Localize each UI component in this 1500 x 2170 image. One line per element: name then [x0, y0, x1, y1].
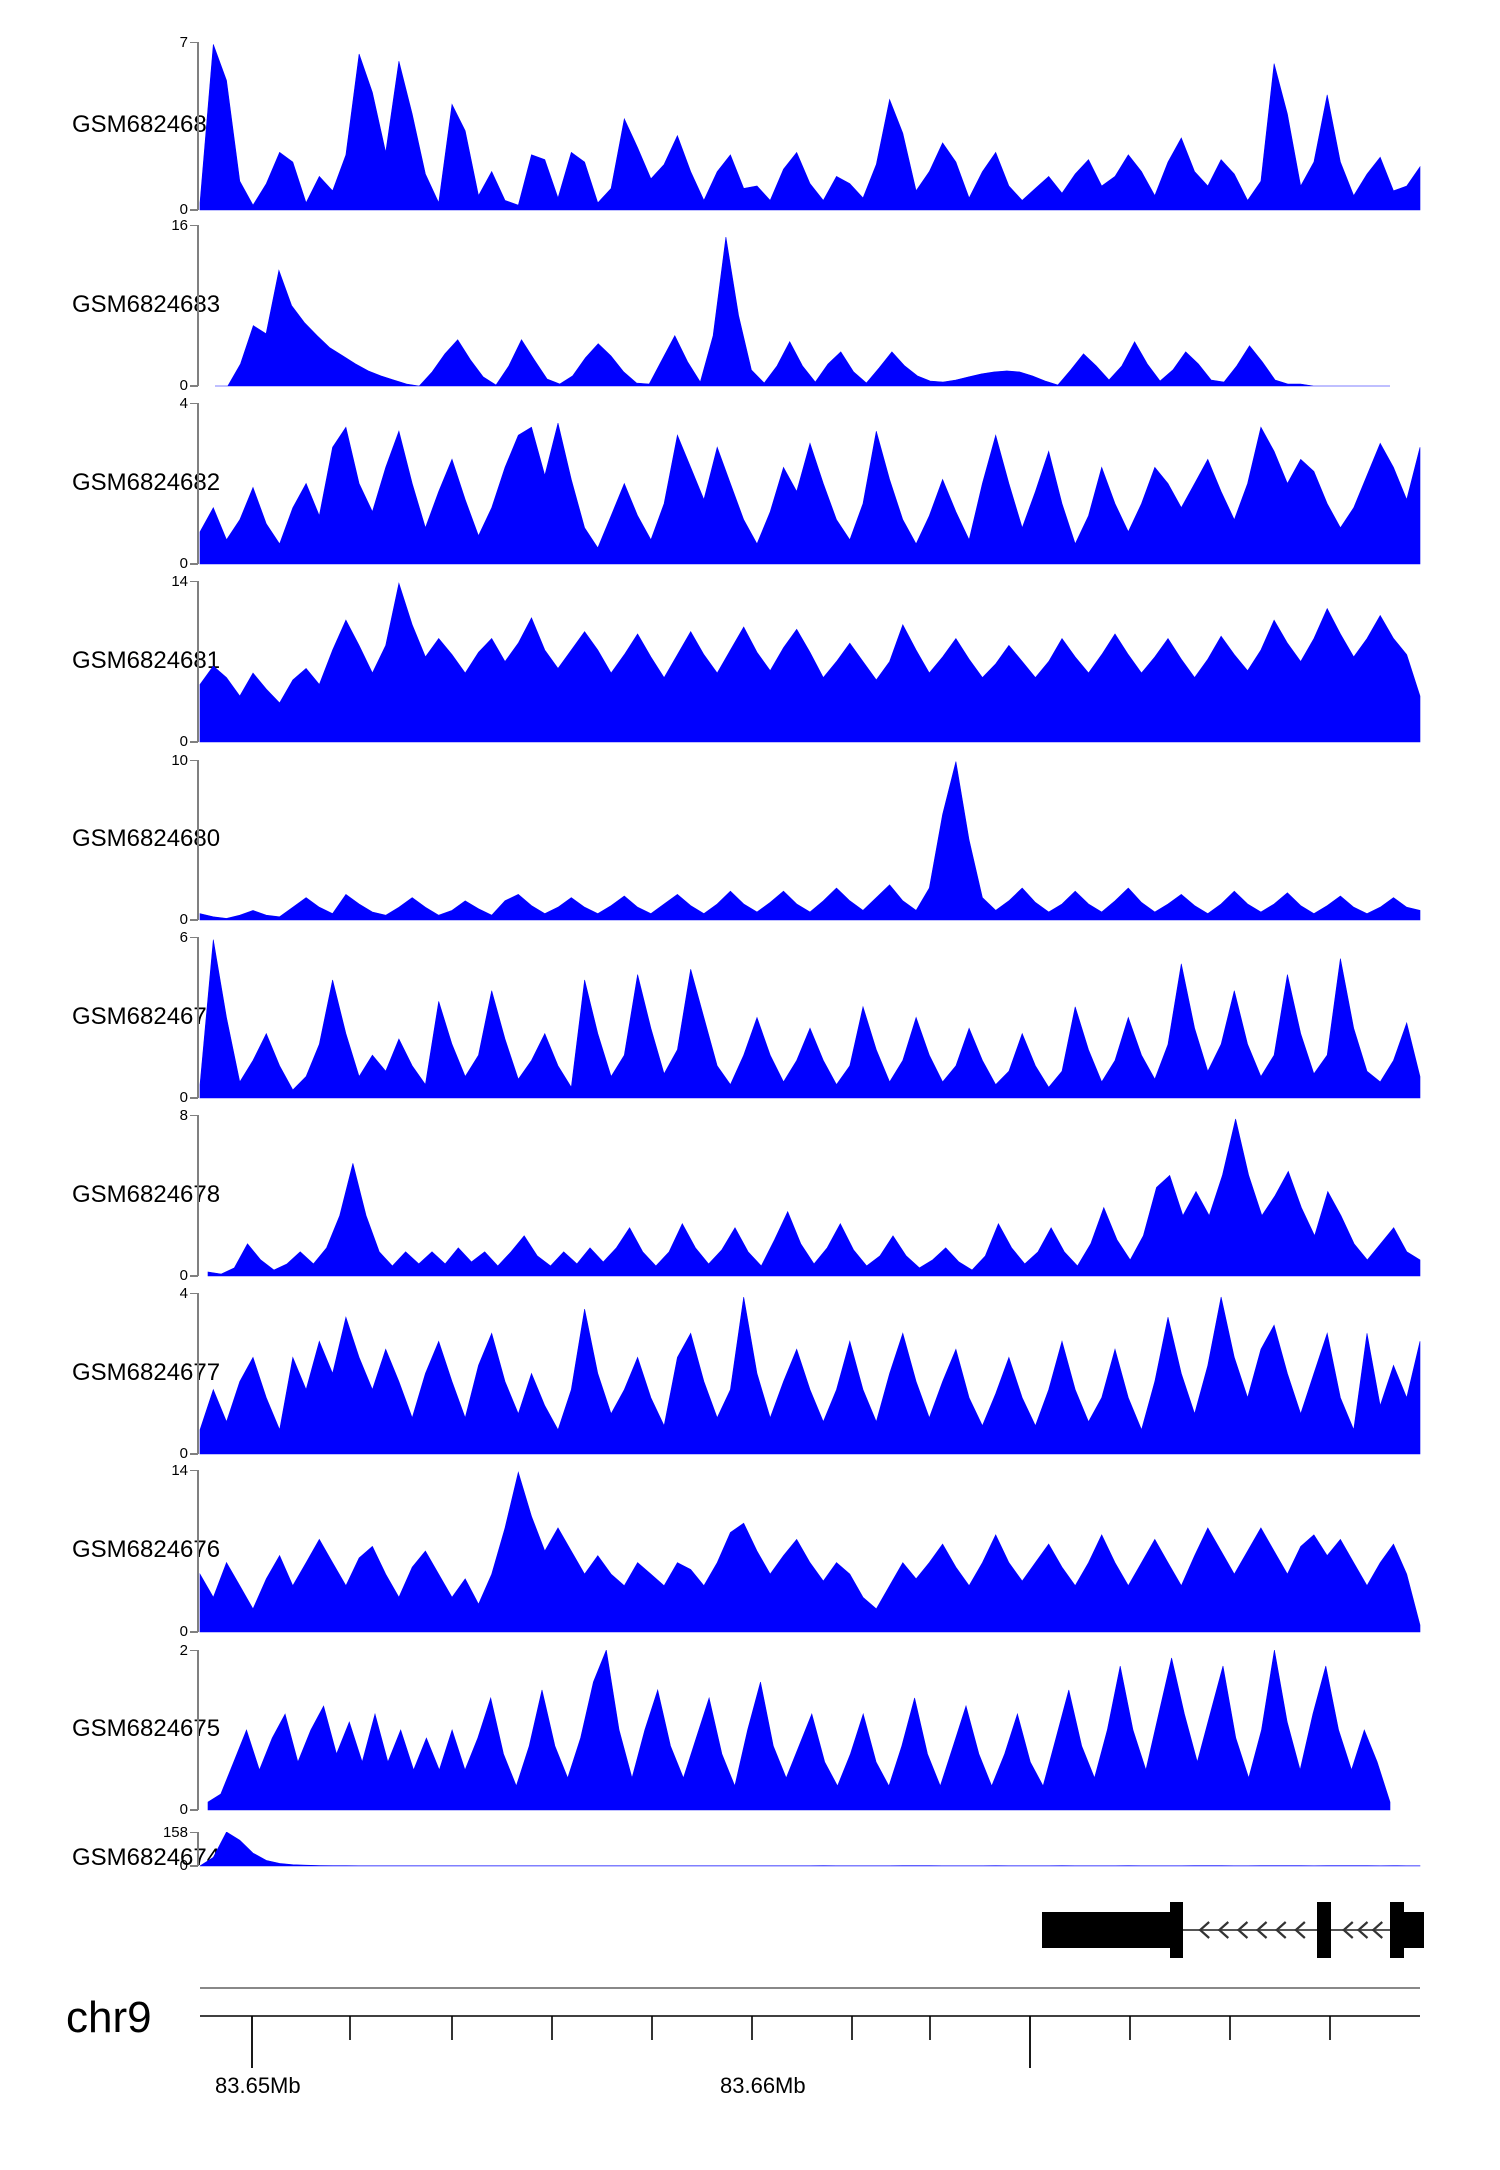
axis-tick-label-right: 83.66Mb: [720, 2073, 806, 2098]
axis-max-label: 8: [179, 1107, 188, 1124]
coverage-plot: [190, 42, 1421, 211]
track-label-gsm6824680: GSM6824680: [72, 825, 221, 852]
coverage-plot: [190, 581, 1421, 743]
chromosome-label: chr9: [66, 1993, 152, 2042]
gene-model-track[interactable]: [0, 1880, 1500, 1980]
axis-min-label: 0: [179, 201, 188, 218]
track-label-gsm6824679: GSM6824679: [72, 1003, 221, 1030]
axis-max-label: 4: [179, 1285, 188, 1302]
coverage-area: [215, 237, 1390, 387]
track-label-gsm6824675: GSM6824675: [72, 1715, 221, 1742]
coverage-area: [199, 582, 1421, 743]
track-label-gsm6824684: GSM6824684: [72, 111, 221, 138]
axis-max-label: 14: [171, 573, 188, 590]
coverage-track[interactable]: GSM6824682 4 0: [0, 396, 1500, 572]
coverage-area: [199, 1471, 1421, 1633]
track-label-gsm6824681: GSM6824681: [72, 647, 221, 674]
track-label-gsm6824677: GSM6824677: [72, 1359, 221, 1386]
strand-arrow-icon: [1356, 1921, 1369, 1939]
axis-min-label: 0: [179, 1267, 188, 1284]
coverage-area: [199, 44, 1421, 211]
axis-tick-label-left: 83.65Mb: [215, 2073, 301, 2098]
gene-cds-block[interactable]: [1400, 1912, 1424, 1948]
coverage-track[interactable]: GSM6824680 10 0: [0, 753, 1500, 928]
coverage-plot: [190, 1832, 1421, 1867]
coverage-plot: [190, 760, 1421, 921]
coverage-track[interactable]: GSM6824684 7 0: [0, 35, 1500, 218]
axis-min-label: 0: [179, 1445, 188, 1462]
strand-arrow-icon: [1198, 1921, 1210, 1939]
coverage-area: [199, 1832, 1421, 1867]
axis-max-label: 7: [179, 34, 188, 51]
strand-arrow-icon: [1255, 1921, 1268, 1939]
track-label-gsm6824676: GSM6824676: [72, 1536, 221, 1563]
gene-exon-block[interactable]: [1170, 1902, 1183, 1958]
strand-arrow-icon: [1342, 1921, 1354, 1939]
coverage-track[interactable]: GSM6824678 8 0: [0, 1108, 1500, 1284]
coverage-track[interactable]: GSM6824676 14 0: [0, 1463, 1500, 1640]
coverage-track[interactable]: GSM6824674 158 0: [0, 1825, 1500, 1874]
coverage-area: [207, 1650, 1391, 1811]
gene-utr-block[interactable]: [1042, 1912, 1172, 1948]
strand-arrow-icon: [1371, 1921, 1383, 1939]
axis-min-label: 0: [179, 377, 188, 394]
axis-min-label: 0: [179, 733, 188, 750]
axis-min-label: 0: [179, 1623, 188, 1640]
coverage-plot: [190, 937, 1421, 1099]
strand-arrow-icon: [1294, 1921, 1306, 1939]
coverage-track[interactable]: GSM6824681 14 0: [0, 574, 1500, 750]
track-label-gsm6824683: GSM6824683: [72, 291, 221, 318]
coverage-area: [199, 761, 1421, 921]
coverage-plot: [190, 1115, 1421, 1277]
coverage-area: [199, 1296, 1421, 1455]
coverage-area: [199, 939, 1421, 1099]
axis-min-label: 0: [179, 911, 188, 928]
axis-max-label: 10: [171, 752, 188, 769]
axis-min-label: 0: [179, 1801, 188, 1818]
track-label-gsm6824678: GSM6824678: [72, 1181, 221, 1208]
strand-arrow-icon: [1275, 1921, 1287, 1939]
coverage-area: [199, 423, 1421, 565]
gene-exon-block[interactable]: [1317, 1902, 1331, 1958]
axis-min-label: 0: [179, 1857, 188, 1874]
axis-min-label: 0: [179, 555, 188, 572]
coverage-plot: [190, 1470, 1421, 1633]
axis-max-label: 6: [179, 929, 188, 946]
axis-max-label: 2: [179, 1642, 188, 1659]
track-label-gsm6824682: GSM6824682: [72, 469, 221, 496]
coverage-plot: [190, 1650, 1391, 1811]
coverage-area: [207, 1118, 1421, 1277]
axis-max-label: 16: [171, 217, 188, 234]
axis-max-label: 4: [179, 395, 188, 412]
axis-max-label: 14: [171, 1462, 188, 1479]
coverage-plot: [190, 1293, 1421, 1455]
strand-arrow-icon: [1236, 1921, 1249, 1939]
axis-min-label: 0: [179, 1089, 188, 1106]
chromosome-axis: [0, 1960, 1500, 2160]
coverage-track[interactable]: GSM6824675 2 0: [0, 1643, 1500, 1818]
coverage-track[interactable]: GSM6824677 4 0: [0, 1286, 1500, 1462]
strand-arrow-icon: [1217, 1921, 1230, 1939]
coverage-plot: [190, 403, 1421, 565]
coverage-track[interactable]: GSM6824679 6 0: [0, 930, 1500, 1106]
coverage-track[interactable]: GSM6824683 16 0: [0, 218, 1500, 394]
axis-max-label: 158: [162, 1824, 188, 1841]
coverage-plot: [190, 225, 1390, 387]
